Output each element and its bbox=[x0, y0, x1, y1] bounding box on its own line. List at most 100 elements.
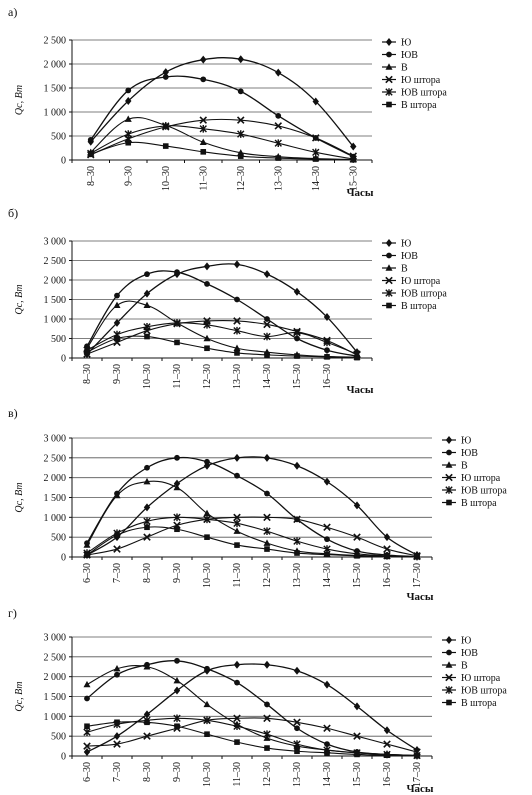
legend-marker bbox=[385, 276, 393, 285]
y-tick-label: 3 000 bbox=[44, 237, 67, 248]
x-tick-label: 9–30 bbox=[172, 563, 183, 583]
data-point bbox=[143, 663, 151, 670]
legend-label: Ю штора bbox=[401, 276, 441, 287]
data-point bbox=[263, 660, 271, 669]
data-point bbox=[323, 680, 331, 689]
data-point bbox=[236, 116, 245, 124]
data-point bbox=[293, 328, 301, 337]
y-tick-label: 3 000 bbox=[44, 633, 67, 644]
data-point bbox=[199, 116, 208, 124]
legend-label: Ю штора bbox=[401, 75, 441, 86]
y-tick-label: 1 500 bbox=[44, 493, 67, 504]
x-tick-label: 14–30 bbox=[311, 166, 322, 191]
x-tick-label: 13–30 bbox=[273, 166, 284, 191]
y-tick-label: 500 bbox=[51, 334, 66, 345]
data-point bbox=[324, 551, 330, 558]
data-point bbox=[353, 533, 361, 541]
data-point bbox=[113, 301, 121, 309]
legend-marker bbox=[445, 473, 453, 482]
data-point bbox=[323, 338, 331, 347]
legend-label: Ю штора bbox=[461, 473, 501, 484]
data-point bbox=[293, 666, 301, 675]
data-point bbox=[414, 753, 420, 759]
data-point bbox=[199, 125, 207, 133]
data-point bbox=[237, 88, 244, 95]
x-tick-label: 15–30 bbox=[352, 563, 363, 588]
data-point bbox=[354, 751, 360, 758]
series-line bbox=[90, 118, 354, 157]
legend-marker bbox=[386, 302, 392, 309]
x-tick-label: 13–30 bbox=[292, 762, 303, 787]
x-tick-label: 12–30 bbox=[236, 166, 247, 191]
y-axis-label: Qc, Вт bbox=[14, 482, 25, 512]
data-point bbox=[162, 122, 170, 130]
data-point bbox=[275, 68, 282, 77]
data-point bbox=[263, 453, 271, 462]
data-point bbox=[237, 130, 245, 138]
data-point bbox=[173, 479, 181, 488]
data-point bbox=[293, 515, 301, 524]
series-line bbox=[90, 125, 354, 160]
legend-marker bbox=[445, 486, 453, 494]
series-2 bbox=[84, 454, 420, 560]
series-line bbox=[86, 270, 358, 357]
data-point bbox=[237, 153, 244, 159]
data-point bbox=[294, 335, 300, 342]
x-tick-label: 11–30 bbox=[198, 166, 209, 191]
data-point bbox=[311, 134, 320, 142]
legend-label: В штора bbox=[461, 498, 497, 509]
x-tick-label: 10–30 bbox=[202, 762, 213, 787]
legend-marker bbox=[446, 649, 452, 656]
panel-label: а) bbox=[8, 5, 17, 19]
data-point bbox=[264, 316, 270, 322]
data-point bbox=[383, 726, 391, 735]
legend-label: ЮВ штора bbox=[401, 88, 447, 99]
data-point bbox=[84, 695, 90, 702]
data-point bbox=[274, 122, 283, 130]
series-1 bbox=[83, 260, 361, 359]
legend-marker bbox=[385, 88, 393, 96]
data-point bbox=[264, 745, 270, 751]
data-point bbox=[200, 76, 207, 83]
x-tick-label: 15–30 bbox=[348, 166, 359, 191]
data-point bbox=[173, 483, 181, 491]
chart-panel-3: в) 3 000 2 500 2 000 1 500 1 000 500 0 6–30 7–30 8… bbox=[8, 406, 507, 603]
data-point bbox=[384, 752, 390, 759]
data-point bbox=[143, 289, 151, 298]
y-tick-label: 2 000 bbox=[44, 276, 67, 287]
data-point bbox=[323, 545, 331, 553]
legend-label: В штора bbox=[401, 100, 437, 111]
y-tick-label: 2 000 bbox=[44, 473, 67, 484]
data-point bbox=[114, 335, 120, 342]
legend-marker bbox=[446, 449, 452, 456]
data-point bbox=[83, 541, 91, 548]
data-point bbox=[83, 680, 91, 688]
x-tick-label: 6–30 bbox=[82, 762, 93, 782]
series-line bbox=[86, 717, 418, 757]
data-point bbox=[204, 534, 210, 540]
series-line bbox=[86, 480, 418, 558]
data-point bbox=[83, 728, 91, 736]
y-tick-label: 500 bbox=[51, 132, 66, 143]
y-tick-label: 500 bbox=[51, 533, 66, 544]
data-point bbox=[324, 750, 330, 756]
data-point bbox=[263, 539, 271, 546]
data-point bbox=[233, 527, 241, 534]
legend-label: Ю bbox=[461, 436, 471, 447]
x-tick-label: 15–30 bbox=[352, 762, 363, 787]
series-3 bbox=[83, 663, 421, 759]
data-point bbox=[354, 354, 360, 361]
data-point bbox=[114, 532, 120, 538]
data-point bbox=[323, 477, 331, 486]
data-point bbox=[143, 517, 151, 526]
data-point bbox=[203, 334, 211, 342]
data-point bbox=[174, 526, 180, 533]
y-tick-label: 1 500 bbox=[44, 295, 67, 306]
legend-label: В bbox=[401, 264, 408, 275]
legend-marker bbox=[445, 461, 453, 468]
series-line bbox=[86, 717, 418, 753]
legend-marker bbox=[385, 239, 393, 247]
data-point bbox=[263, 730, 271, 738]
data-point bbox=[113, 665, 121, 672]
